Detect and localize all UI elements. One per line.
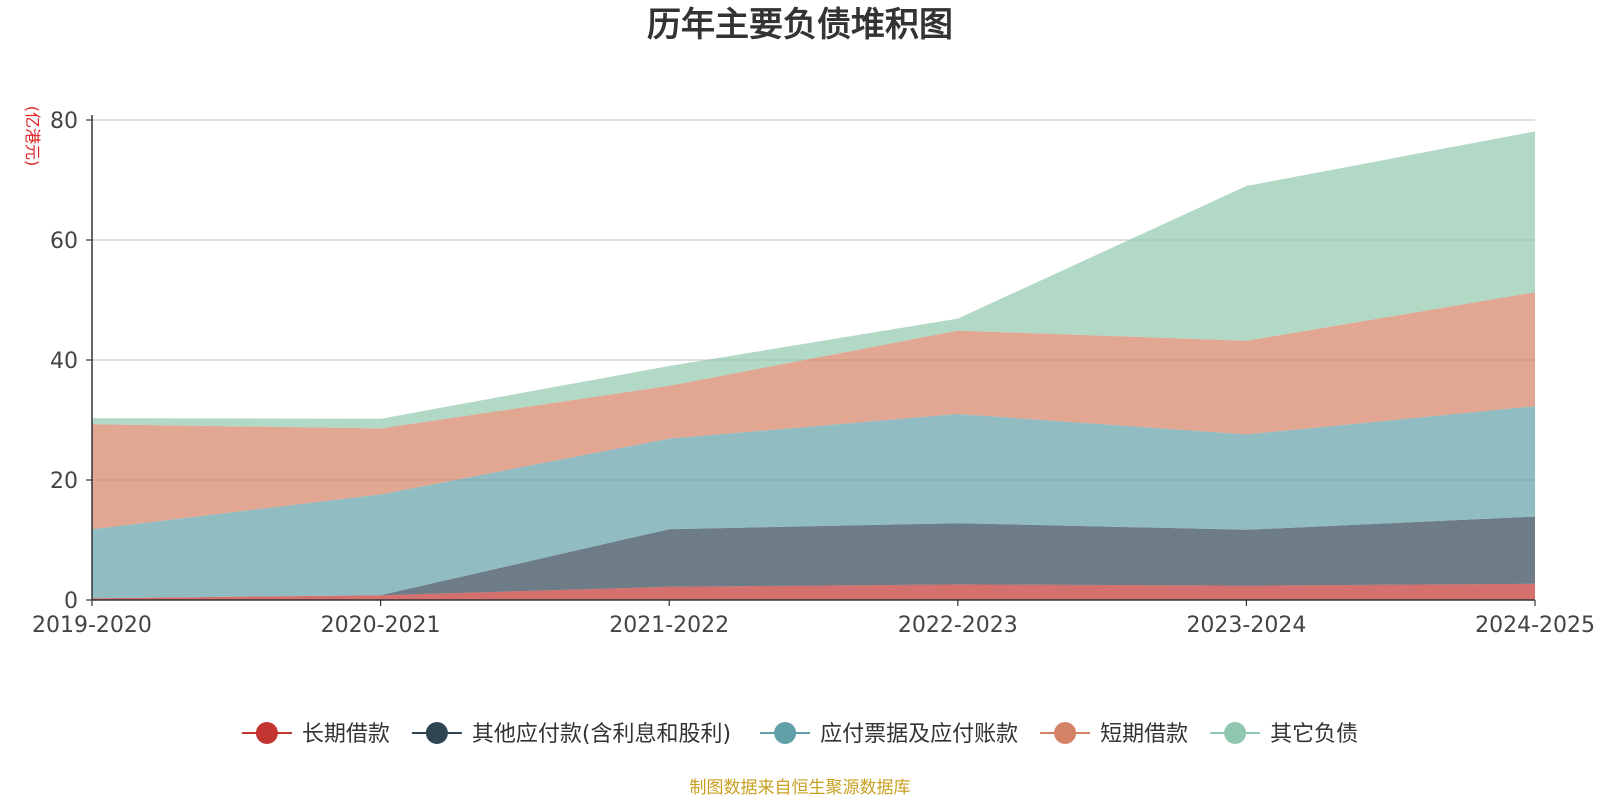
area-其他应付款(含利息和股利) [92,516,1535,599]
legend-marker-icon [1224,722,1247,744]
y-tick-label: 80 [50,109,78,134]
x-tick-label: 2019-2020 [32,613,152,638]
area-其它负债 [92,131,1535,429]
legend-marker-icon [774,722,797,744]
x-tick-label: 2021-2022 [609,613,729,638]
legend-marker-icon [255,722,278,744]
y-tick-label: 60 [50,229,78,254]
area-应付票据及应付账款 [92,406,1535,599]
area-长期借款 [92,583,1535,600]
legend-label: 其它负债 [1270,722,1358,747]
legend-label: 长期借款 [302,722,390,747]
axes: 0 20 40 60 80 2019-2020 2020-2021 2021-2022 2022… [32,109,1595,638]
legend[interactable]: 长期借款 其他应付款(含利息和股利) 应付票据及应付账款 短期借款 其它负债 [241,722,1358,747]
x-tick-label: 2022-2023 [898,613,1018,638]
legend-marker-icon [1054,722,1077,744]
y-tick-label: 20 [50,469,78,494]
legend-item[interactable]: 其他应付款(含利息和股利) [411,722,731,747]
y-tick-label: 0 [64,589,78,614]
y-axis-unit: (亿港元) [23,106,42,167]
legend-label: 其他应付款(含利息和股利) [472,722,731,747]
legend-item[interactable]: 其它负债 [1210,722,1358,747]
data-source-note: 制图数据来自恒生聚源数据库 [690,778,911,798]
legend-item[interactable]: 短期借款 [1040,722,1188,747]
legend-marker-icon [425,722,448,744]
legend-label: 短期借款 [1100,722,1188,747]
legend-label: 应付票据及应付账款 [820,722,1018,747]
x-tick-label: 2024-2025 [1475,613,1595,638]
area-series [92,131,1535,600]
x-tick-label: 2023-2024 [1186,613,1306,638]
chart-title: 历年主要负债堆积图 [647,5,953,45]
legend-item[interactable]: 应付票据及应付账款 [760,722,1018,747]
y-tick-label: 40 [50,349,78,374]
area-短期借款 [92,292,1535,530]
x-tick-label: 2020-2021 [321,613,441,638]
legend-item[interactable]: 长期借款 [241,722,390,747]
